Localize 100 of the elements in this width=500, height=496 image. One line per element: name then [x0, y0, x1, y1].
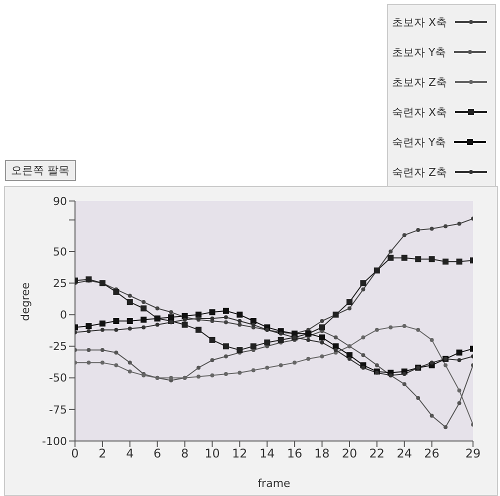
x-tick-label: 4 — [126, 446, 134, 461]
point — [320, 354, 324, 358]
y-tick-label: 90 — [53, 194, 67, 208]
point — [457, 358, 462, 362]
point — [264, 339, 270, 346]
legend-label: 숙련자 Y축 — [392, 134, 446, 150]
point — [128, 360, 132, 365]
x-tick-label: 6 — [154, 446, 162, 461]
point — [401, 254, 408, 261]
point — [86, 360, 91, 365]
x-tick-label: 24 — [396, 446, 412, 461]
point — [126, 318, 133, 324]
point — [402, 382, 406, 386]
point — [444, 224, 448, 228]
point — [250, 318, 256, 324]
point — [430, 414, 434, 418]
x-tick-label: 2 — [98, 446, 106, 461]
point — [416, 328, 420, 332]
y-tick-label: -25 — [49, 340, 67, 354]
point — [250, 343, 256, 350]
point — [196, 374, 201, 379]
point — [126, 299, 133, 306]
point — [292, 360, 297, 365]
point — [224, 354, 228, 358]
x-tick-label: 22 — [369, 446, 385, 461]
point — [374, 363, 379, 368]
point — [114, 363, 118, 368]
point — [278, 336, 284, 343]
x-tick-label: 0 — [71, 446, 79, 461]
point — [346, 299, 352, 306]
point — [457, 388, 462, 392]
point — [306, 356, 310, 361]
point — [251, 322, 256, 327]
point — [278, 363, 283, 368]
legend-label: 초보자 Y축 — [392, 44, 446, 60]
point — [209, 309, 216, 316]
point — [444, 363, 448, 368]
legend-label: 초보자 X축 — [392, 14, 447, 30]
point — [456, 258, 462, 265]
point — [222, 343, 229, 350]
point — [388, 254, 394, 261]
point — [361, 287, 366, 292]
x-tick-label: 8 — [180, 446, 189, 461]
x-tick-label: 26 — [424, 446, 440, 461]
point — [196, 312, 202, 318]
y-tick-label: 50 — [53, 245, 67, 258]
point — [196, 366, 201, 370]
point — [224, 320, 228, 324]
y-tick-label: -50 — [49, 372, 67, 385]
x-tick-label: 12 — [232, 446, 248, 461]
point — [210, 373, 214, 378]
point — [346, 352, 352, 358]
point — [361, 366, 366, 370]
point — [334, 348, 338, 352]
point — [442, 258, 449, 265]
point — [128, 326, 132, 331]
point — [430, 338, 434, 342]
point — [236, 347, 243, 354]
point — [113, 318, 120, 324]
point — [457, 222, 462, 226]
point — [265, 366, 270, 370]
point — [415, 256, 422, 262]
point — [142, 325, 146, 330]
point — [128, 370, 132, 374]
point — [306, 338, 310, 342]
point — [428, 256, 435, 262]
legend-label: 초보자 Z축 — [392, 74, 447, 90]
x-axis-title: frame — [258, 477, 291, 490]
point — [100, 328, 104, 332]
point — [430, 360, 434, 365]
point — [155, 322, 160, 327]
point — [402, 233, 406, 238]
y-tick-label: 25 — [53, 277, 67, 290]
point — [374, 328, 379, 332]
point — [402, 324, 406, 328]
point — [319, 334, 326, 340]
y-tick-label: -100 — [42, 434, 67, 448]
point — [169, 376, 174, 380]
point — [238, 319, 242, 323]
point — [444, 425, 448, 430]
point — [86, 348, 91, 352]
legend-label: 숙련자 X축 — [392, 104, 447, 120]
point — [86, 276, 92, 282]
point — [320, 340, 324, 344]
x-tick-label: 20 — [342, 446, 358, 461]
x-tick-label: 14 — [259, 446, 275, 461]
point — [416, 396, 420, 400]
point — [224, 372, 228, 376]
point — [128, 294, 132, 298]
point — [182, 322, 188, 328]
x-tick-label: 16 — [286, 446, 302, 461]
x-tick-label: 10 — [204, 446, 220, 461]
point — [416, 228, 420, 232]
point — [100, 348, 104, 352]
point — [320, 319, 324, 323]
point — [457, 401, 462, 406]
point — [113, 288, 120, 295]
y-tick-label: 0 — [60, 308, 67, 322]
point — [402, 372, 406, 376]
point — [140, 305, 147, 312]
